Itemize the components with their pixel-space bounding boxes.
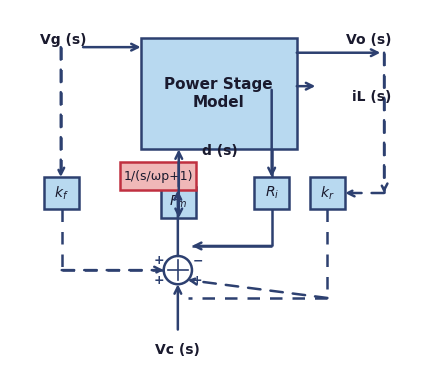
Bar	[254, 177, 289, 209]
Bar	[161, 186, 197, 218]
Text: d (s): d (s)	[202, 144, 238, 158]
Text: Vc (s): Vc (s)	[155, 343, 200, 357]
Text: iL (s): iL (s)	[352, 90, 392, 104]
Text: 1/(s/ωp+1): 1/(s/ωp+1)	[123, 170, 193, 183]
Text: −: −	[193, 254, 203, 267]
Text: +: +	[153, 274, 164, 286]
Text: $k_f$: $k_f$	[54, 184, 69, 202]
Text: +: +	[153, 254, 164, 267]
Text: +: +	[192, 274, 203, 286]
Bar	[310, 177, 345, 209]
Bar	[141, 38, 297, 149]
Text: $R_i$: $R_i$	[264, 185, 279, 201]
Text: Power Stage
Model: Power Stage Model	[164, 77, 273, 110]
Circle shape	[164, 256, 192, 284]
Text: Vo (s): Vo (s)	[346, 33, 392, 47]
Text: $F_m$: $F_m$	[169, 194, 188, 210]
Text: Vg (s): Vg (s)	[40, 33, 87, 47]
Bar	[44, 177, 80, 209]
Bar	[120, 162, 197, 190]
Text: $k_r$: $k_r$	[320, 184, 335, 202]
